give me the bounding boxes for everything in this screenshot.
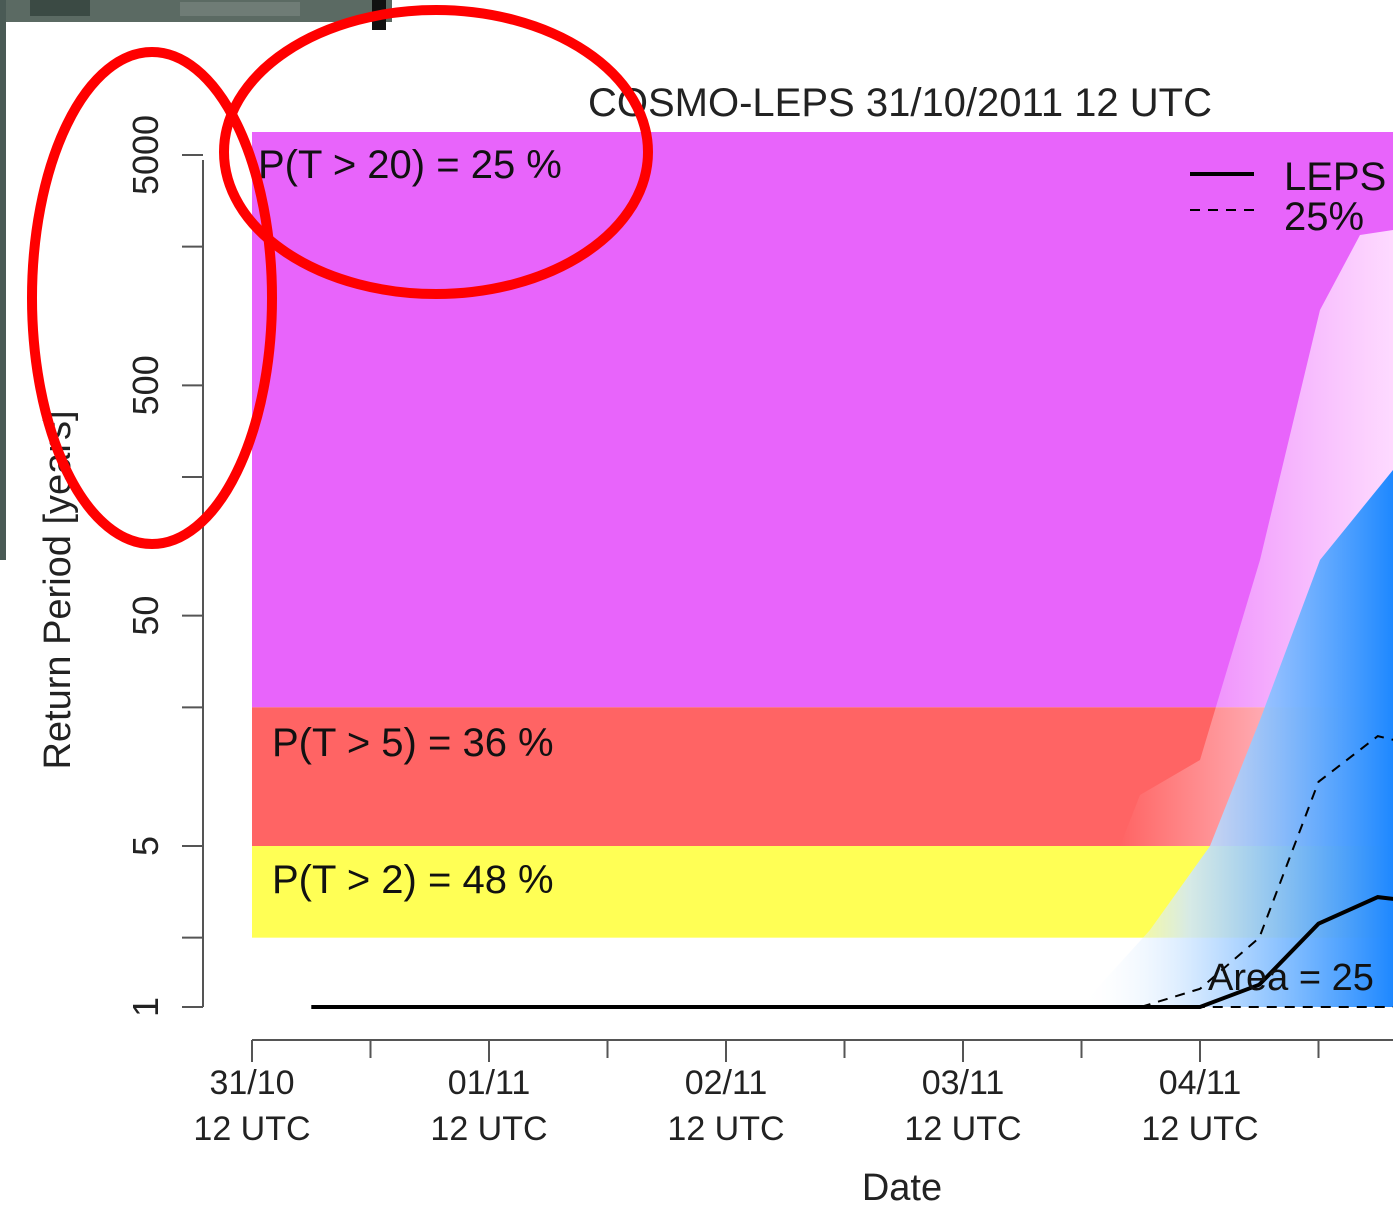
spread-lower-fade — [1080, 470, 1393, 1007]
series-line-1 — [1140, 735, 1393, 1008]
y-tick-label-2: 50 — [125, 596, 166, 636]
y-tick-label-1: 5 — [125, 836, 166, 856]
x-tick-label-utc-1: 12 UTC — [430, 1110, 547, 1148]
highlight-ellipse-probability — [219, 5, 653, 299]
band-label-t20: P(T > 20) = 25 % — [258, 143, 562, 187]
band-label-t5: P(T > 5) = 36 % — [272, 721, 554, 765]
legend-label-25pct: 25% — [1284, 195, 1364, 239]
highlight-ellipse-yaxis — [27, 47, 277, 549]
legend: LEPS 25% — [1190, 155, 1386, 239]
y-tick-label-4: 5000 — [125, 115, 166, 195]
x-axis-label: Date — [862, 1167, 942, 1208]
series-line-0 — [311, 895, 1393, 1009]
y-tick-label-3: 500 — [125, 355, 166, 415]
ensemble-spread-area — [1080, 230, 1393, 1007]
legend-label-leps: LEPS — [1284, 155, 1386, 199]
x-tick-label-date-4: 04/11 — [1159, 1064, 1242, 1102]
x-tick-label-date-3: 03/11 — [922, 1064, 1005, 1102]
x-axis-ticks: 31/10 12 UTC 01/11 12 UTC 02/11 12 UTC 03/11 12… — [193, 1040, 1320, 1148]
x-tick-label-date-1: 01/11 — [448, 1064, 531, 1102]
x-tick-label-utc-2: 12 UTC — [667, 1110, 784, 1148]
y-tick-label-0: 1 — [125, 997, 166, 1017]
x-tick-label-utc-3: 12 UTC — [904, 1110, 1021, 1148]
chart-title: COSMO-LEPS 31/10/2011 12 UTC — [588, 81, 1212, 125]
x-tick-label-utc-4: 12 UTC — [1141, 1110, 1258, 1148]
band-label-t2: P(T > 2) = 48 % — [272, 858, 554, 902]
x-tick-label-utc-0: 12 UTC — [193, 1110, 310, 1148]
band-0 — [252, 132, 1393, 708]
x-tick-label-date-0: 31/10 — [209, 1064, 294, 1102]
x-tick-label-date-2: 02/11 — [685, 1064, 768, 1102]
y-axis-label: Return Period [years] — [37, 410, 79, 769]
area-annotation: Area = 25 — [1208, 957, 1374, 999]
y-axis-ticks: 1 5 50 500 5000 — [125, 115, 203, 1017]
series-lines — [311, 735, 1393, 1009]
